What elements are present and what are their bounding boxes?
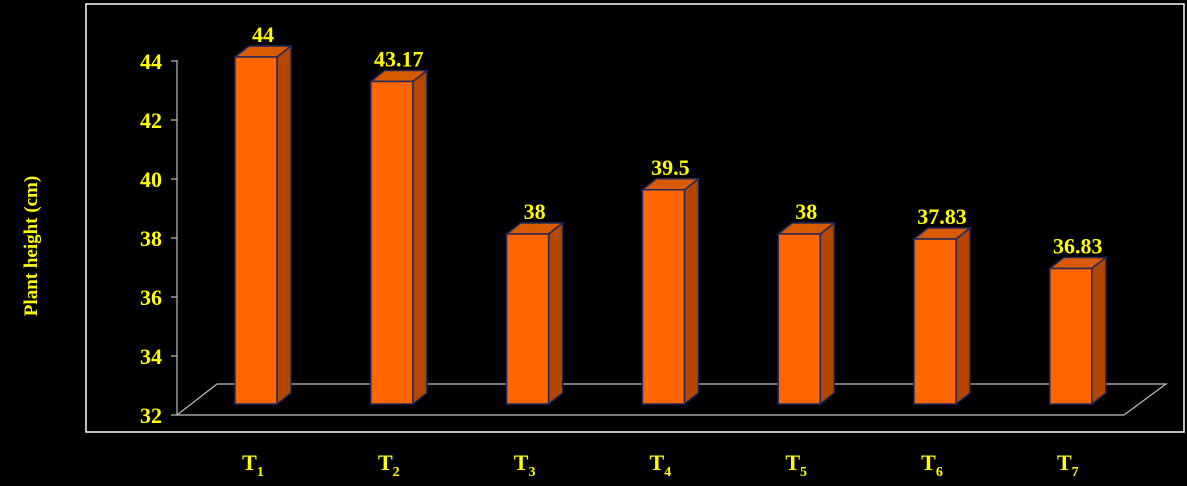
bar — [776, 221, 837, 406]
bar-front-face — [777, 233, 821, 405]
data-labels: 44 43.17 38 39.5 38 37.83 36.83 — [252, 22, 1103, 259]
data-label: 44 — [252, 22, 274, 47]
bar — [1047, 255, 1108, 406]
y-tick-label: 36 — [140, 285, 162, 310]
bar — [232, 44, 294, 406]
plot-frame — [85, 3, 1185, 433]
category-label: T3 — [514, 450, 536, 480]
category-label-base: T — [242, 450, 257, 475]
category-label: T7 — [1057, 450, 1079, 480]
category-label-subscript: 2 — [393, 465, 400, 480]
category-label: T6 — [921, 450, 943, 480]
axes — [171, 60, 1168, 416]
category-label-base: T — [921, 450, 936, 475]
bar — [368, 68, 429, 406]
category-label-subscript: 6 — [936, 465, 943, 480]
y-tick-label: 32 — [140, 403, 162, 428]
category-label: T4 — [650, 450, 672, 480]
data-label: 38 — [795, 199, 817, 224]
y-axis-label: Plant height (cm) — [21, 176, 42, 316]
bar-front-face — [370, 80, 414, 405]
bar — [640, 177, 701, 406]
y-tick-label: 44 — [140, 49, 162, 74]
bar-side-face — [819, 221, 835, 406]
bar-side-face — [547, 221, 564, 406]
data-label: 39.5 — [651, 155, 690, 180]
bar-side-face — [955, 226, 971, 406]
bar-side-face — [1091, 255, 1107, 406]
category-labels: T1 T2 T3 T4 T5 T6 T7 — [242, 450, 1078, 480]
bar-front-face — [234, 56, 278, 405]
bar-front-face — [641, 189, 686, 405]
category-label-subscript: 1 — [257, 465, 264, 480]
bar-front-face — [913, 238, 957, 405]
y-tick-label: 42 — [140, 108, 162, 133]
data-label: 37.83 — [917, 204, 967, 229]
bar-front-face — [1049, 267, 1093, 405]
y-tick-label: 38 — [140, 226, 162, 251]
bar — [504, 221, 565, 406]
category-label: T1 — [242, 450, 264, 480]
category-label-subscript: 7 — [1072, 465, 1079, 480]
category-label-base: T — [514, 450, 529, 475]
bar — [911, 226, 973, 406]
y-tick-labels: 32 34 36 38 40 42 44 — [140, 49, 162, 428]
category-label-base: T — [650, 450, 665, 475]
bar-side-face — [683, 177, 700, 406]
category-label-subscript: 5 — [800, 465, 807, 480]
category-label-base: T — [378, 450, 393, 475]
floor-plane — [175, 383, 1168, 416]
bar-side-face — [276, 44, 292, 406]
category-label: T5 — [785, 450, 807, 480]
y-tick-label: 34 — [140, 344, 162, 369]
data-label: 38 — [524, 199, 546, 224]
data-label: 43.17 — [374, 46, 424, 71]
bar-side-face — [412, 68, 428, 406]
category-label-base: T — [1057, 450, 1072, 475]
category-label-subscript: 3 — [528, 465, 535, 480]
category-label-subscript: 4 — [664, 465, 671, 480]
category-label: T2 — [378, 450, 400, 480]
y-tick-label: 40 — [140, 167, 162, 192]
bars — [232, 44, 1108, 406]
bar-front-face — [505, 233, 550, 405]
data-label: 36.83 — [1053, 234, 1103, 259]
category-label-base: T — [785, 450, 800, 475]
